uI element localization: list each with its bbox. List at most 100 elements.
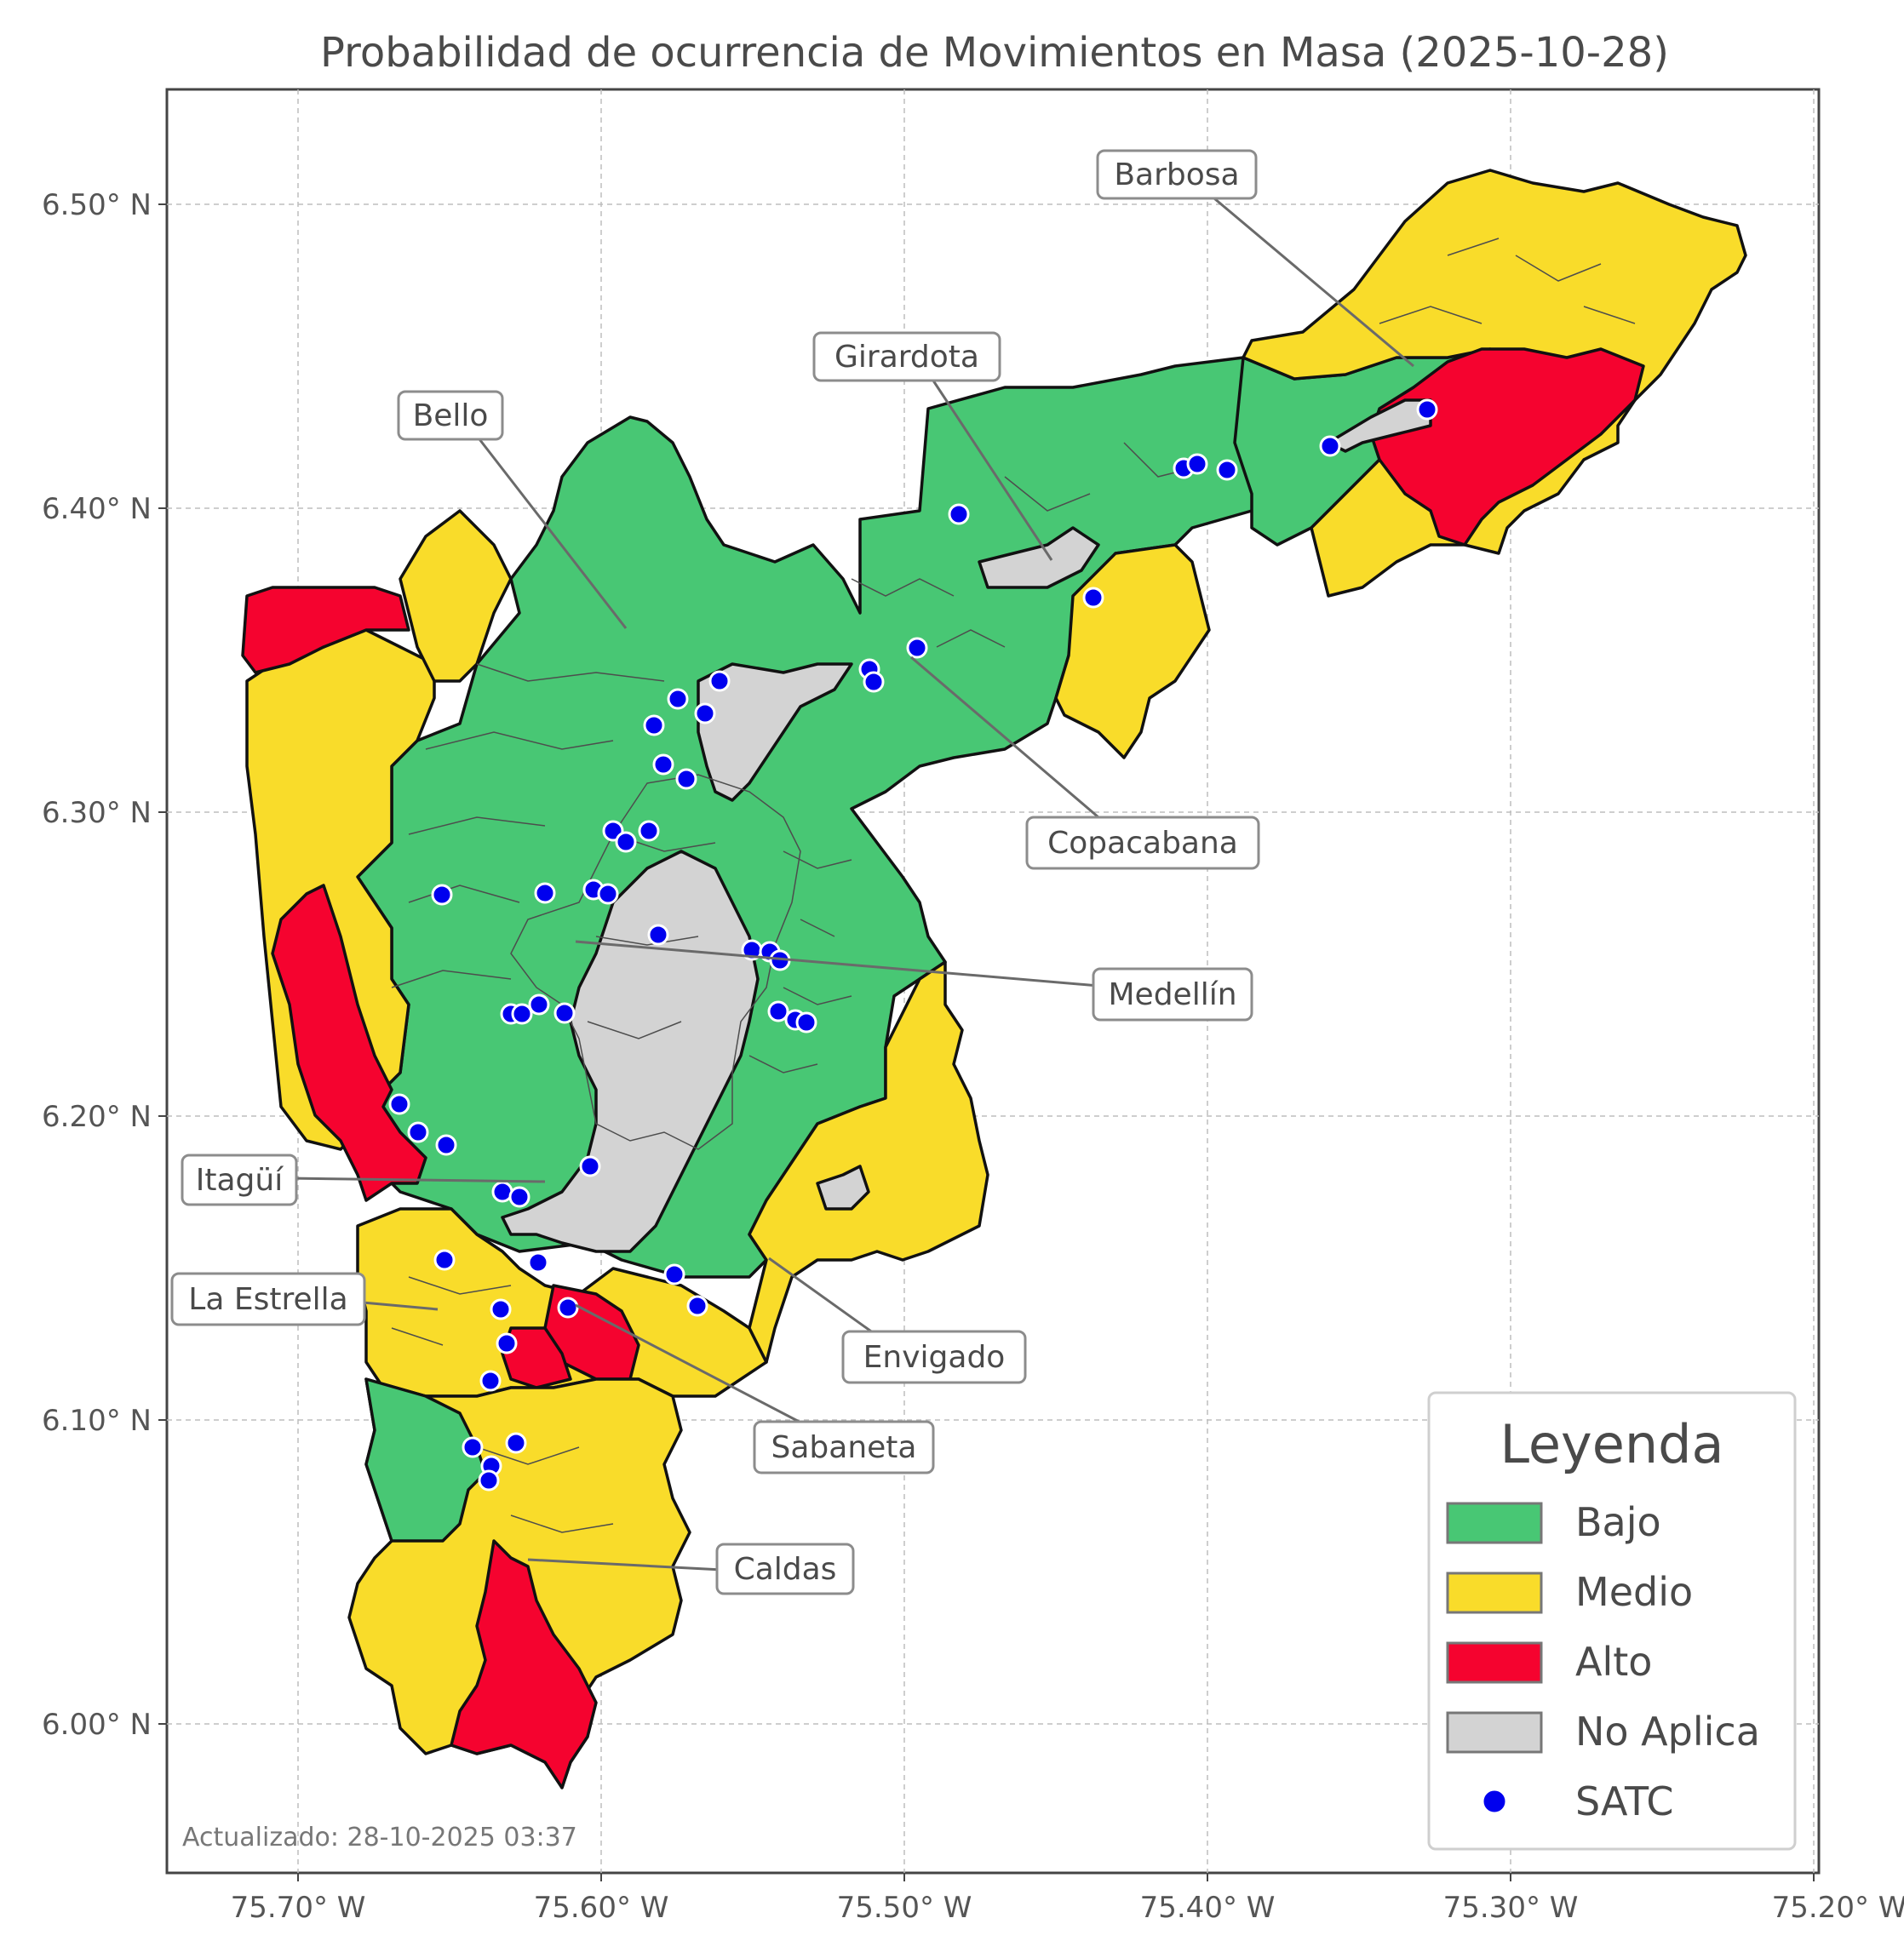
- updated-timestamp: Actualizado: 28-10-2025 03:37: [182, 1823, 577, 1852]
- region-no-aplica-envigado: [816, 1165, 870, 1211]
- region-alto-caldas: [450, 1539, 598, 1789]
- label-box-girardota: [812, 331, 1001, 382]
- satc-point: [407, 1121, 429, 1143]
- lon-tick-label: 75.60° W: [534, 1891, 669, 1925]
- satc-point: [708, 670, 731, 692]
- satc-point: [643, 714, 665, 736]
- lat-tick-label: 6.50° N: [42, 188, 152, 222]
- satc-point: [652, 753, 674, 776]
- satc-point: [694, 702, 716, 724]
- label-box-caldas: [715, 1543, 855, 1595]
- label-copacabana: Copacabana: [1047, 826, 1238, 861]
- label-envigado: Envigado: [863, 1340, 1006, 1375]
- legend-swatch-no-aplica: [1446, 1711, 1543, 1754]
- satc-point: [462, 1436, 484, 1458]
- label-box-bello: [397, 390, 504, 441]
- region-alto-northwest: [241, 586, 410, 674]
- medellin-comunas: [510, 774, 801, 1150]
- label-box-itagui: [181, 1154, 298, 1206]
- municipality-labels: Barbosa Girardota Bello Copacabana Medel…: [170, 149, 1260, 1595]
- legend-label-bajo: Bajo: [1575, 1499, 1661, 1545]
- lon-tick-label: 75.50° W: [837, 1891, 972, 1925]
- satc-point: [863, 671, 885, 693]
- label-box-sabaneta: [753, 1420, 935, 1474]
- satc-point: [528, 993, 550, 1016]
- satc-point: [1186, 453, 1208, 475]
- satc-point: [527, 1251, 549, 1274]
- lon-axis: 75.70° W 75.60° W 75.50° W 75.40° W 75.3…: [231, 1873, 1904, 1925]
- legend: Leyenda Bajo Medio Alto No Aplica SATC: [1427, 1391, 1797, 1851]
- map-title: Probabilidad de ocurrencia de Movimiento…: [320, 29, 1669, 77]
- legend-swatch-alto: [1446, 1641, 1543, 1684]
- risk-regions: [241, 169, 1747, 1789]
- label-box-envigado: [841, 1330, 1027, 1384]
- legend-label-satc: SATC: [1575, 1778, 1673, 1824]
- satc-point: [686, 1295, 708, 1317]
- legend-title: Leyenda: [1500, 1413, 1723, 1475]
- satc-point: [553, 1002, 576, 1024]
- legend-swatch-medio: [1446, 1572, 1543, 1614]
- satc-point: [647, 924, 669, 946]
- satc-point: [534, 882, 556, 904]
- satc-point: [948, 503, 970, 525]
- satc-point: [795, 1011, 817, 1033]
- satc-point: [579, 1155, 601, 1177]
- satc-point: [767, 1000, 789, 1022]
- region-no-aplica-north: [697, 662, 853, 802]
- label-medellin: Medellín: [1108, 977, 1236, 1012]
- lat-tick-label: 6.10° N: [42, 1404, 152, 1438]
- satc-point: [490, 1298, 512, 1320]
- satc-point: [505, 1432, 527, 1454]
- label-box-medellin: [1092, 967, 1253, 1022]
- lat-axis: 6.50° N 6.40° N 6.30° N 6.20° N 6.10° N …: [42, 188, 167, 1742]
- legend-swatch-bajo: [1446, 1502, 1543, 1544]
- satc-point: [1416, 398, 1438, 421]
- region-alto-west: [271, 884, 427, 1202]
- legend-label-alto: Alto: [1575, 1639, 1652, 1685]
- region-medio-bello-west: [399, 509, 513, 683]
- satc-point: [615, 831, 637, 853]
- lat-tick-label: 6.30° N: [42, 796, 152, 830]
- legend-label-medio: Medio: [1575, 1569, 1693, 1615]
- lon-tick-label: 75.70° W: [231, 1891, 366, 1925]
- satc-point: [638, 820, 660, 842]
- satc-point: [478, 1469, 500, 1492]
- label-box-barbosa: [1096, 149, 1258, 200]
- lon-tick-label: 75.20° W: [1772, 1891, 1904, 1925]
- legend-label-no-aplica: No Aplica: [1575, 1709, 1760, 1755]
- subdivision-lines: [391, 238, 1636, 1533]
- legend-marker-satc: [1481, 1788, 1508, 1815]
- satc-point: [667, 688, 689, 710]
- label-box-copacabana: [1025, 816, 1260, 870]
- satc-point: [663, 1263, 685, 1285]
- satc-points: [388, 398, 1438, 1492]
- region-alto-barbosa: [1369, 347, 1645, 547]
- label-la-estrella: La Estrella: [188, 1282, 347, 1317]
- region-no-aplica-girardota: [978, 526, 1100, 589]
- lat-tick-label: 6.20° N: [42, 1100, 152, 1134]
- label-barbosa: Barbosa: [1114, 157, 1239, 192]
- satc-point: [496, 1332, 518, 1354]
- satc-point: [435, 1134, 457, 1156]
- label-caldas: Caldas: [734, 1552, 837, 1587]
- label-itagui: Itagüí: [196, 1163, 284, 1198]
- satc-point: [511, 1003, 533, 1025]
- label-leaders: [287, 192, 1414, 1572]
- satc-point: [1319, 435, 1341, 457]
- lat-tick-label: 6.00° N: [42, 1708, 152, 1742]
- region-bajo-caldas: [364, 1377, 487, 1543]
- satc-point: [675, 768, 697, 790]
- region-medio-envigado: [748, 960, 989, 1364]
- lat-tick-label: 6.40° N: [42, 492, 152, 526]
- lon-tick-label: 75.30° W: [1443, 1891, 1579, 1925]
- satc-point: [557, 1297, 579, 1319]
- satc-point: [906, 637, 928, 659]
- region-alto-la-estrella: [501, 1326, 572, 1389]
- label-sabaneta: Sabaneta: [771, 1430, 917, 1465]
- satc-point: [1082, 587, 1104, 609]
- satc-point: [431, 884, 453, 906]
- satc-point: [508, 1186, 530, 1208]
- label-box-la-estrella: [170, 1272, 366, 1326]
- satc-point: [479, 1370, 502, 1392]
